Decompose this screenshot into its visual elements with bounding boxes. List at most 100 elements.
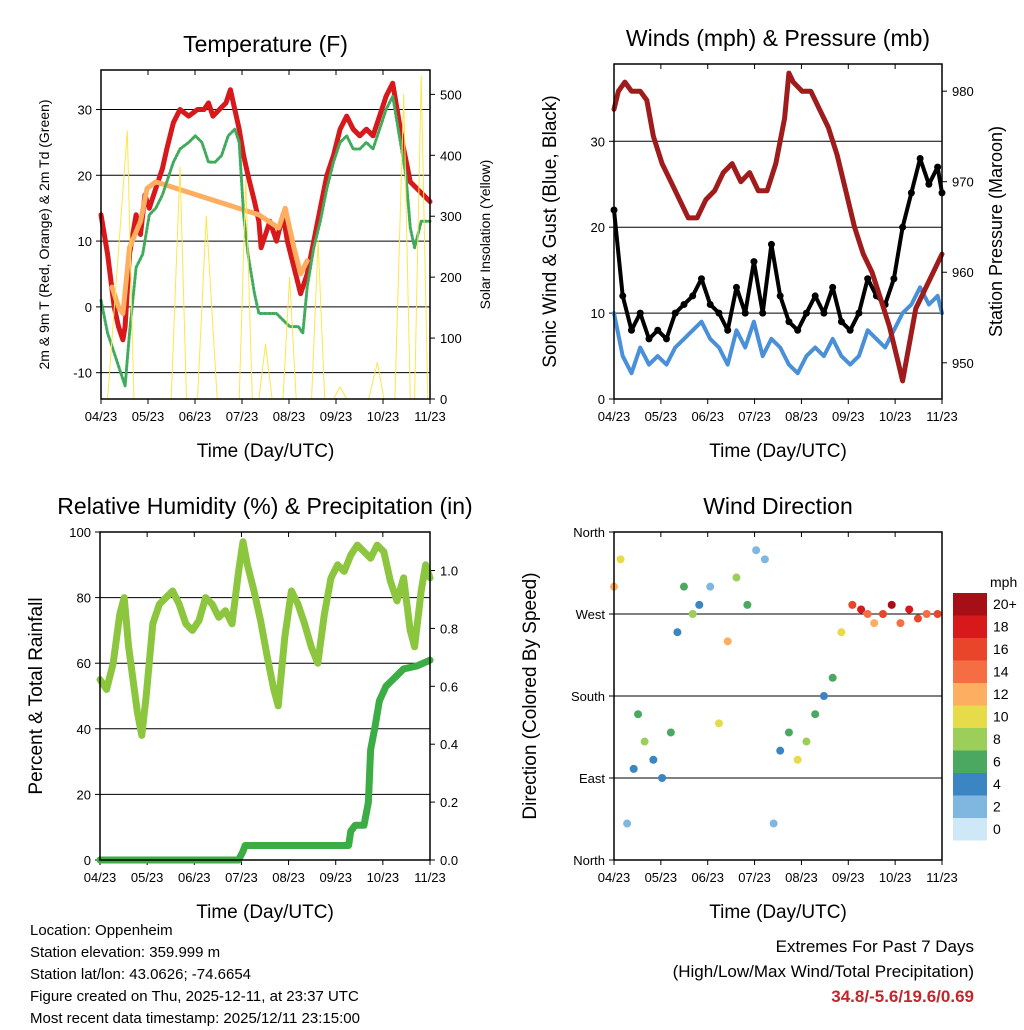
gust-point	[916, 154, 924, 162]
data-point	[769, 819, 778, 828]
data-point	[679, 582, 688, 591]
y-right-tick-label: 960	[952, 265, 974, 280]
data-point	[695, 600, 704, 609]
colorbar-tick-label: 4	[993, 776, 1001, 792]
x-tick-label: 09/23	[832, 409, 865, 424]
colorbar-label: mph	[990, 574, 1017, 590]
y-right-tick-label: 1.0	[440, 564, 458, 579]
gust-point	[907, 189, 915, 197]
gust-point	[627, 326, 635, 334]
plot-area	[610, 546, 942, 828]
data-point	[634, 710, 643, 719]
y-tick-label: 10	[591, 306, 605, 321]
data-point	[714, 719, 723, 728]
y-tick-label: 20	[78, 168, 92, 183]
data-point	[878, 610, 887, 618]
data-point	[688, 610, 697, 618]
colorbar-swatch	[953, 683, 987, 706]
y-right-axis-label: Station Pressure (Maroon)	[986, 126, 1006, 337]
y-right-tick-label: 950	[952, 356, 974, 371]
created-text: Figure created on Thu, 2025-12-11, at 23…	[30, 988, 359, 1005]
data-point	[863, 610, 872, 618]
plot-frame	[99, 531, 431, 861]
colorbar-tick-label: 2	[993, 799, 1001, 815]
x-axis-label: Time (Day/UTC)	[196, 902, 334, 923]
data-point	[896, 619, 905, 628]
data-point	[673, 628, 682, 637]
gust-point	[890, 275, 898, 283]
y-tick-label: North	[573, 853, 605, 868]
gust-point	[645, 335, 653, 343]
station-info: Location: Oppenheim Station elevation: 3…	[30, 920, 360, 1030]
gust-point	[671, 309, 679, 317]
gust-point	[811, 292, 819, 300]
y-tick-label: 80	[77, 591, 91, 606]
plot-frame	[613, 63, 943, 400]
x-tick-label: 05/23	[645, 409, 678, 424]
chart-temperature: Temperature (F)-100102030010020030040050…	[36, 31, 493, 462]
data-point	[629, 764, 638, 773]
x-tick-label: 11/23	[926, 870, 958, 885]
x-tick-label: 08/23	[785, 409, 818, 424]
x-tick-label: 04/23	[598, 409, 631, 424]
latlon-text: Station lat/lon: 43.0626; -74.6654	[30, 966, 252, 983]
y-right-tick-label: 0.2	[440, 795, 458, 810]
gust-point	[654, 326, 662, 334]
gust-point	[680, 301, 688, 309]
y-right-tick-label: 0.0	[440, 853, 458, 868]
gust-point	[689, 292, 697, 300]
plot-frame	[613, 531, 943, 861]
data-point	[848, 600, 857, 609]
colorbar-swatch	[953, 728, 987, 751]
colorbar-tick-label: 8	[993, 731, 1001, 747]
colorbar-tick-label: 14	[993, 664, 1009, 680]
y-tick-label: 20	[77, 787, 91, 802]
x-tick-label: 04/23	[85, 409, 118, 424]
y-tick-label: 30	[591, 134, 605, 149]
x-tick-label: 10/23	[879, 409, 912, 424]
data-point	[913, 614, 922, 623]
data-point	[905, 605, 914, 614]
data-point	[922, 610, 931, 618]
chart-title: Wind Direction	[703, 493, 853, 519]
y-axis-label: Sonic Wind & Gust (Blue, Black)	[540, 95, 561, 367]
y-tick-label: -10	[73, 366, 92, 381]
data-point	[723, 637, 732, 646]
x-tick-label: 07/23	[738, 870, 771, 885]
y-right-tick-label: 980	[952, 84, 974, 99]
gust-point	[724, 326, 732, 334]
series-line	[109, 179, 310, 316]
y-tick-label: South	[571, 689, 605, 704]
x-tick-label: 06/23	[691, 870, 724, 885]
y-tick-label: 0	[85, 300, 92, 315]
x-tick-label: 10/23	[367, 870, 400, 885]
gust-point	[706, 301, 714, 309]
colorbar-tick-label: 10	[993, 709, 1009, 725]
plot-area	[610, 70, 946, 384]
y-right-tick-label: 0.8	[440, 621, 458, 636]
colorbar-swatch	[953, 638, 987, 661]
chart-wind-direction: Wind Direction North East South West North 04/…	[520, 493, 1017, 923]
recent-text: Most recent data timestamp: 2025/12/11 2…	[30, 1010, 360, 1027]
gust-point	[767, 240, 775, 248]
x-tick-label: 11/23	[926, 409, 958, 424]
colorbar-tick-label: 0	[993, 821, 1001, 837]
gust-point	[820, 309, 828, 317]
series-line	[611, 70, 945, 384]
y-tick-label: 0	[84, 853, 91, 868]
x-tick-label: 11/23	[414, 870, 446, 885]
location-text: Location: Oppenheim	[30, 922, 173, 939]
y-right-tick-label: 0	[440, 392, 447, 407]
y-right-axis-label: Solar Insolation (Yellow)	[477, 160, 493, 310]
data-point	[666, 728, 675, 737]
y-right-tick-label: 0.4	[440, 737, 458, 752]
x-tick-label: 05/23	[131, 870, 164, 885]
data-point	[887, 600, 896, 609]
data-point	[706, 582, 715, 591]
colorbar-tick-label: 12	[993, 686, 1009, 702]
y-tick-label: 60	[77, 656, 91, 671]
gust-point	[741, 309, 749, 317]
y-axis-label: 2m & 9m T (Red, Orange) & 2m Td (Green)	[36, 100, 52, 370]
colorbar-swatch	[953, 615, 987, 638]
gust-point	[697, 275, 705, 283]
